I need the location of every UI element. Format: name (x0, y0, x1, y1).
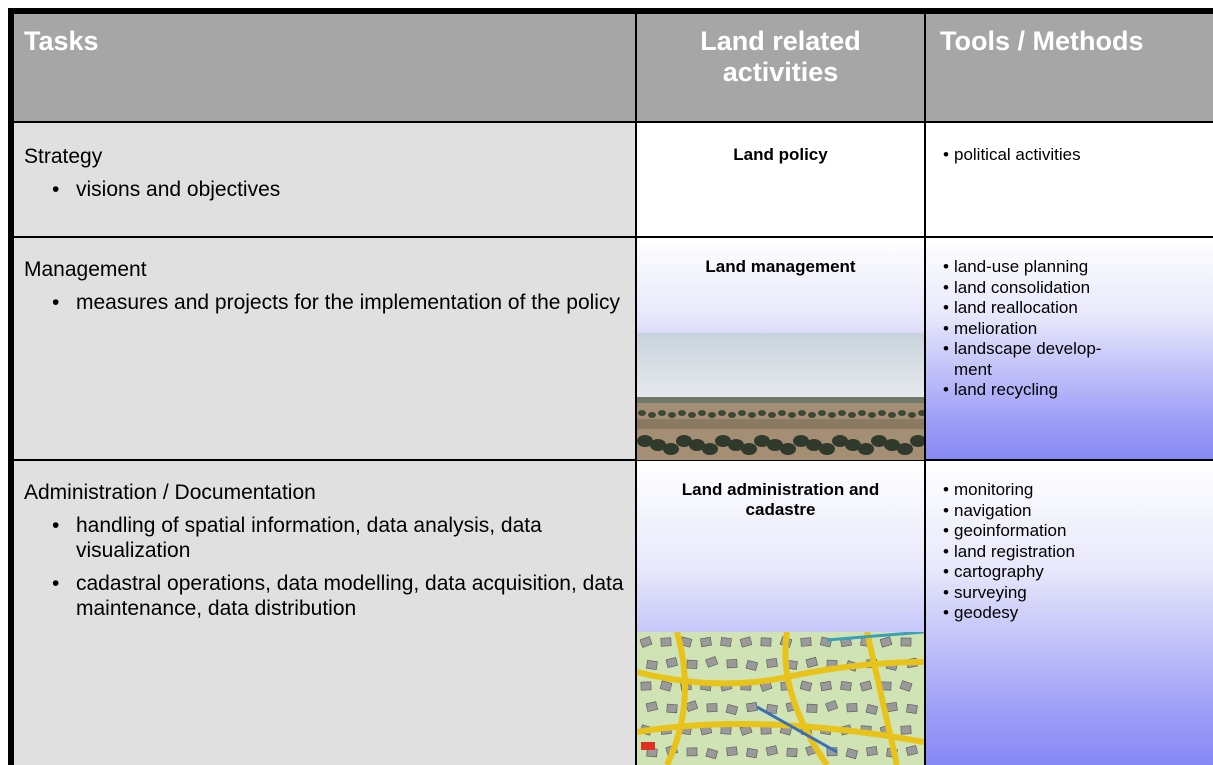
task-cell: Administration / Documentation handling o… (14, 461, 635, 765)
activity-label: Land administration and cadastre (653, 480, 908, 520)
task-cell: Strategy visions and objectives (14, 123, 635, 236)
task-bullet: handling of spatial information, data an… (76, 513, 625, 563)
tool-item: land-use planning (954, 257, 1205, 278)
task-bullet: visions and objectives (76, 177, 625, 202)
header-cell: Land related activities (637, 14, 924, 121)
tools-list: monitoringnavigationgeoinformationland r… (938, 480, 1205, 624)
header-cell: Tools / Methods (926, 14, 1213, 121)
activity-label: Land management (653, 257, 908, 277)
tool-item: monitoring (954, 480, 1205, 501)
tools-list: land-use planningland consolidationland … (938, 257, 1205, 401)
tools-cell: land-use planningland consolidationland … (926, 238, 1213, 459)
tool-item: land registration (954, 542, 1205, 563)
task-bullets: visions and objectives (24, 177, 625, 202)
page: {"table": { "headers": ["Tasks", "Land r… (0, 0, 1213, 765)
tool-item: melioration (954, 319, 1205, 340)
task-title: Strategy (24, 145, 625, 169)
tool-item: surveying (954, 583, 1205, 604)
tool-item: land consolidation (954, 278, 1205, 299)
tool-item: land recycling (954, 380, 1205, 401)
activity-cell: Land policy (637, 123, 924, 236)
header-text: Land related activities (700, 26, 861, 87)
task-title: Administration / Documentation (24, 481, 625, 505)
task-bullets: handling of spatial information, data an… (24, 513, 625, 621)
tool-item: geoinformation (954, 521, 1205, 542)
task-bullet: cadastral operations, data modelling, da… (76, 571, 625, 621)
header-text: Tools / Methods (940, 26, 1144, 56)
header-text: Tasks (24, 26, 99, 56)
tools-cell: monitoringnavigationgeoinformationland r… (926, 461, 1213, 765)
task-bullets: measures and projects for the implementa… (24, 290, 625, 315)
task-title: Management (24, 258, 625, 282)
tools-list: political activities (938, 145, 1205, 166)
tool-item: political activities (954, 145, 1205, 166)
landscape-photo (637, 333, 924, 460)
task-cell: Management measures and projects for the … (14, 238, 635, 459)
tools-cell: political activities (926, 123, 1213, 236)
header-cell: Tasks (14, 14, 635, 121)
tool-item: cartography (954, 562, 1205, 583)
cadastre-map (637, 632, 924, 765)
tool-item: landscape develop- ment (954, 339, 1205, 380)
tool-item: geodesy (954, 603, 1205, 624)
tool-item: navigation (954, 501, 1205, 522)
activity-label: Land policy (653, 145, 908, 165)
tool-item: land reallocation (954, 298, 1205, 319)
task-bullet: measures and projects for the implementa… (76, 290, 625, 315)
